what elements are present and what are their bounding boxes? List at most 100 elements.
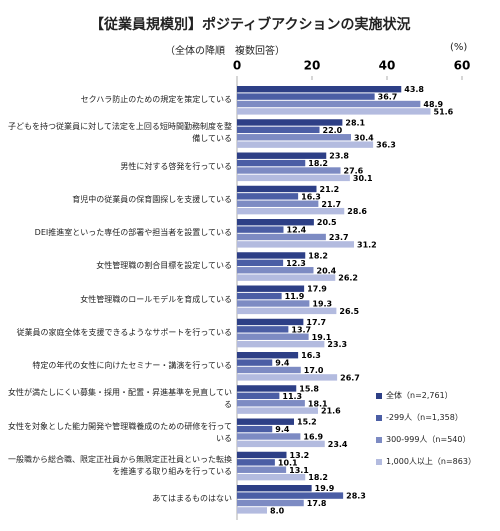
bar	[237, 300, 310, 307]
bar	[237, 159, 306, 167]
bar	[237, 152, 327, 159]
bar	[237, 492, 344, 499]
value-label: 30.4	[354, 133, 374, 142]
category-label: セクハラ防止のための規定を策定している	[80, 95, 232, 104]
value-label: 16.3	[301, 192, 321, 201]
bar	[237, 207, 345, 215]
x-tick-label: 60	[454, 59, 471, 73]
value-label: 17.7	[306, 318, 326, 327]
value-label: 21.6	[321, 407, 341, 416]
bar	[237, 292, 282, 300]
value-label: 23.4	[328, 440, 348, 449]
bar	[237, 366, 301, 374]
unit: (%)	[450, 42, 468, 53]
value-label: 13.1	[289, 466, 309, 475]
bar	[237, 459, 275, 466]
category-label: DEI推進室といった専任の部署や担当者を設置している	[34, 228, 232, 237]
value-label: 18.2	[308, 473, 328, 482]
bar	[237, 407, 318, 414]
legend-label: 1,000人以上（n=863）	[386, 457, 476, 466]
bar	[237, 507, 267, 514]
legend-swatch	[376, 437, 382, 443]
category-label: 特定の年代の女性に向けたセミナー・講演を行っている	[32, 361, 232, 370]
bar	[237, 425, 273, 433]
bar	[237, 466, 287, 473]
bar	[237, 86, 402, 93]
bar	[237, 374, 338, 381]
legend-swatch	[376, 393, 382, 399]
value-label: 21.2	[320, 185, 340, 194]
x-tick-label: 20	[304, 59, 321, 73]
legend-label: 300-999人（n=540）	[386, 435, 471, 444]
value-label: 30.1	[353, 174, 373, 183]
bar	[237, 400, 305, 407]
value-label: 19.9	[315, 484, 335, 493]
category-label: 子どもを持つ従業員に対して法定を上回る短時間勤務制度を整備している	[8, 122, 232, 144]
bar	[237, 193, 299, 200]
bar	[237, 185, 317, 193]
bar	[237, 352, 299, 359]
bar	[237, 433, 301, 440]
category-label: 一般職から総合職、限定正社員から無限定正社員といった転換を推進する取り組みを行っ…	[8, 454, 232, 476]
value-label: 12.4	[287, 226, 307, 235]
bar	[237, 259, 284, 267]
bar	[237, 241, 354, 248]
category-label: 従業員の家庭全体を支援できるようなサポートを行っている	[16, 327, 232, 337]
bar	[237, 108, 431, 115]
bar	[237, 219, 314, 226]
value-label: 17.9	[307, 285, 327, 294]
value-label: 18.1	[308, 399, 328, 408]
value-label: 8.0	[270, 506, 285, 515]
bar	[237, 126, 320, 134]
value-label: 28.6	[347, 207, 367, 216]
bar	[237, 174, 350, 182]
bar	[237, 499, 304, 507]
value-label: 43.8	[404, 85, 424, 94]
value-label: 22.0	[323, 126, 343, 135]
bar	[237, 134, 351, 141]
value-label: 13.7	[291, 325, 311, 334]
value-label: 19.3	[312, 300, 332, 309]
value-label: 27.6	[344, 167, 364, 176]
legend-label: -299人（n=1,358）	[386, 413, 463, 422]
bar	[237, 333, 309, 340]
legend-label: 全体（n=2,761）	[386, 391, 453, 400]
bar	[237, 167, 341, 174]
bar	[237, 119, 343, 126]
value-label: 20.4	[317, 266, 337, 275]
value-label: 31.2	[357, 240, 377, 249]
value-label: 16.3	[301, 351, 321, 360]
subtitle: （全体の降順 複数回答）	[165, 46, 285, 57]
value-label: 12.3	[286, 259, 306, 268]
value-label: 17.8	[307, 499, 327, 508]
value-label: 23.8	[329, 152, 349, 161]
value-label: 28.3	[346, 492, 366, 501]
value-label: 26.7	[340, 373, 360, 382]
value-label: 23.7	[329, 233, 349, 242]
bar	[237, 440, 325, 448]
bar	[237, 451, 287, 459]
value-label: 36.7	[378, 93, 398, 102]
x-tick-label: 40	[379, 59, 396, 73]
value-label: 17.0	[304, 366, 324, 375]
value-label: 36.3	[376, 141, 396, 150]
value-label: 48.9	[423, 100, 443, 109]
value-label: 26.5	[339, 307, 359, 316]
value-label: 10.1	[278, 458, 298, 467]
bar	[237, 226, 284, 233]
value-label: 19.1	[312, 333, 332, 342]
bar	[237, 418, 294, 425]
category-label: 女性管理職の割合目標を設定している	[96, 261, 232, 271]
bar	[237, 267, 314, 274]
legend-swatch	[376, 415, 382, 421]
category-label: 男性に対する啓発を行っている	[120, 161, 232, 171]
value-label: 51.6	[434, 107, 454, 116]
value-label: 9.4	[275, 359, 290, 368]
value-label: 15.8	[299, 384, 319, 393]
bar	[237, 100, 421, 108]
value-label: 11.3	[282, 392, 302, 401]
bar	[237, 233, 326, 241]
value-label: 13.2	[290, 451, 310, 460]
